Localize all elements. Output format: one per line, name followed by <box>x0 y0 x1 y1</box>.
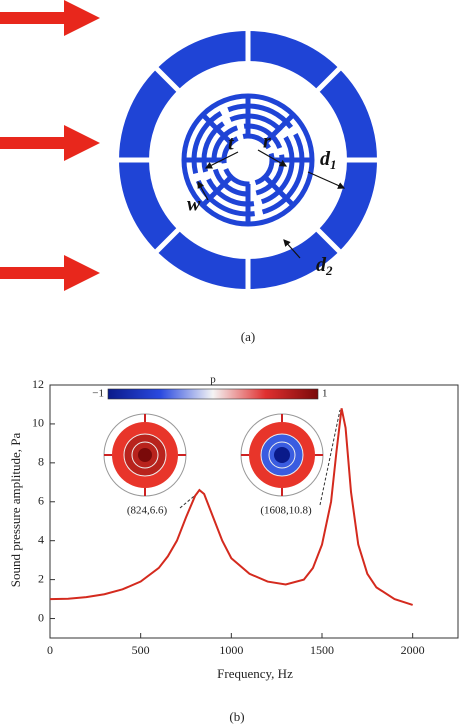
plot-frame <box>49 384 459 639</box>
dimension-arrows <box>197 149 346 259</box>
label-sub: 2 <box>325 263 333 278</box>
x-tick-label: 2000 <box>401 643 425 657</box>
colorbar <box>107 388 319 400</box>
y-axis-title: Sound pressure amplitude, Pa <box>8 433 23 588</box>
y-tick-label: 12 <box>32 377 44 391</box>
x-tick-label: 1500 <box>310 643 334 657</box>
annotation: (824,6.6) <box>127 505 168 517</box>
label-main: d <box>316 254 327 276</box>
x-tick-label: 1000 <box>219 643 243 657</box>
annotation: (1608,10.8) <box>260 505 312 517</box>
x-tick-label: 0 <box>47 643 53 657</box>
panel-label: (b) <box>229 709 244 724</box>
label-d2: d2 <box>316 254 333 278</box>
colorbar-tick-label: −1 <box>92 388 104 400</box>
panel-label: (a) <box>241 329 255 344</box>
y-tick-label: 4 <box>38 532 44 546</box>
y-tick-label: 0 <box>38 610 44 624</box>
line-series <box>49 408 413 606</box>
label-w: w <box>187 194 201 216</box>
label-d1: d1 <box>320 148 337 172</box>
label-t: t <box>228 133 235 155</box>
y-tick-label: 2 <box>38 571 44 585</box>
x-axis-title: Frequency, Hz <box>217 666 293 681</box>
colorbar-label: p <box>210 374 216 386</box>
diagram: t r w d1 d2 (a) <box>0 0 378 344</box>
labyrinth <box>181 93 315 227</box>
colorbar-tick-label: 1 <box>322 388 328 400</box>
incident-arrows <box>0 0 100 291</box>
label-main: d <box>320 148 331 170</box>
label-sub: 1 <box>330 157 337 172</box>
y-tick-label: 6 <box>38 494 44 508</box>
y-tick-label: 8 <box>38 455 44 469</box>
x-tick-label: 500 <box>132 643 150 657</box>
ring-gaps <box>118 30 378 290</box>
label-r: r <box>263 131 271 153</box>
insets <box>103 413 324 497</box>
y-tick-label: 10 <box>32 416 44 430</box>
